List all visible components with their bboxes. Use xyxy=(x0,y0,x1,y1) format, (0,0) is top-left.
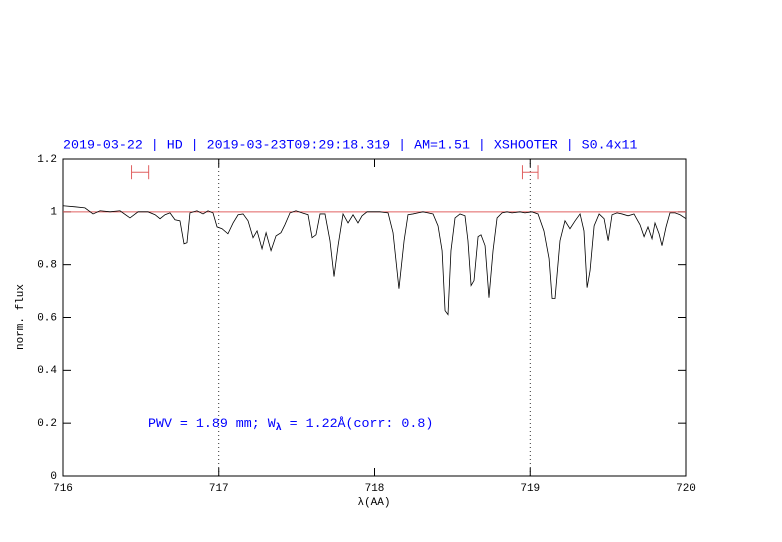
x-tick-label: 717 xyxy=(209,483,229,495)
x-tick-label: 719 xyxy=(520,483,540,495)
y-tick-label: 1 xyxy=(50,207,57,219)
y-tick-label: 0.6 xyxy=(37,312,57,324)
chart-title: 2019-03-22 | HD | 2019-03-23T09:29:18.31… xyxy=(63,138,638,153)
y-tick-label: 0.2 xyxy=(37,418,57,430)
y-tick-label: 0 xyxy=(50,471,57,483)
x-axis-label: λ(AA) xyxy=(357,497,390,509)
y-tick-label: 0.4 xyxy=(37,365,57,377)
y-tick-label: 0.8 xyxy=(37,260,57,272)
annotation-text: PWV = 1.89 mm; W xyxy=(148,416,276,431)
y-tick-label: 1.2 xyxy=(37,154,57,166)
annotation-text: = 1.22Å(corr: 0.8) xyxy=(282,416,434,431)
x-tick-label: 720 xyxy=(676,483,696,495)
spectrum-line xyxy=(62,205,687,316)
x-tick-label: 716 xyxy=(53,483,73,495)
annotation-subscript: λ xyxy=(276,422,282,434)
y-axis-label: norm. flux xyxy=(15,284,27,350)
annotation: PWV = 1.89 mm; Wλ = 1.22Å(corr: 0.8) xyxy=(148,416,433,434)
x-tick-label: 718 xyxy=(365,483,385,495)
